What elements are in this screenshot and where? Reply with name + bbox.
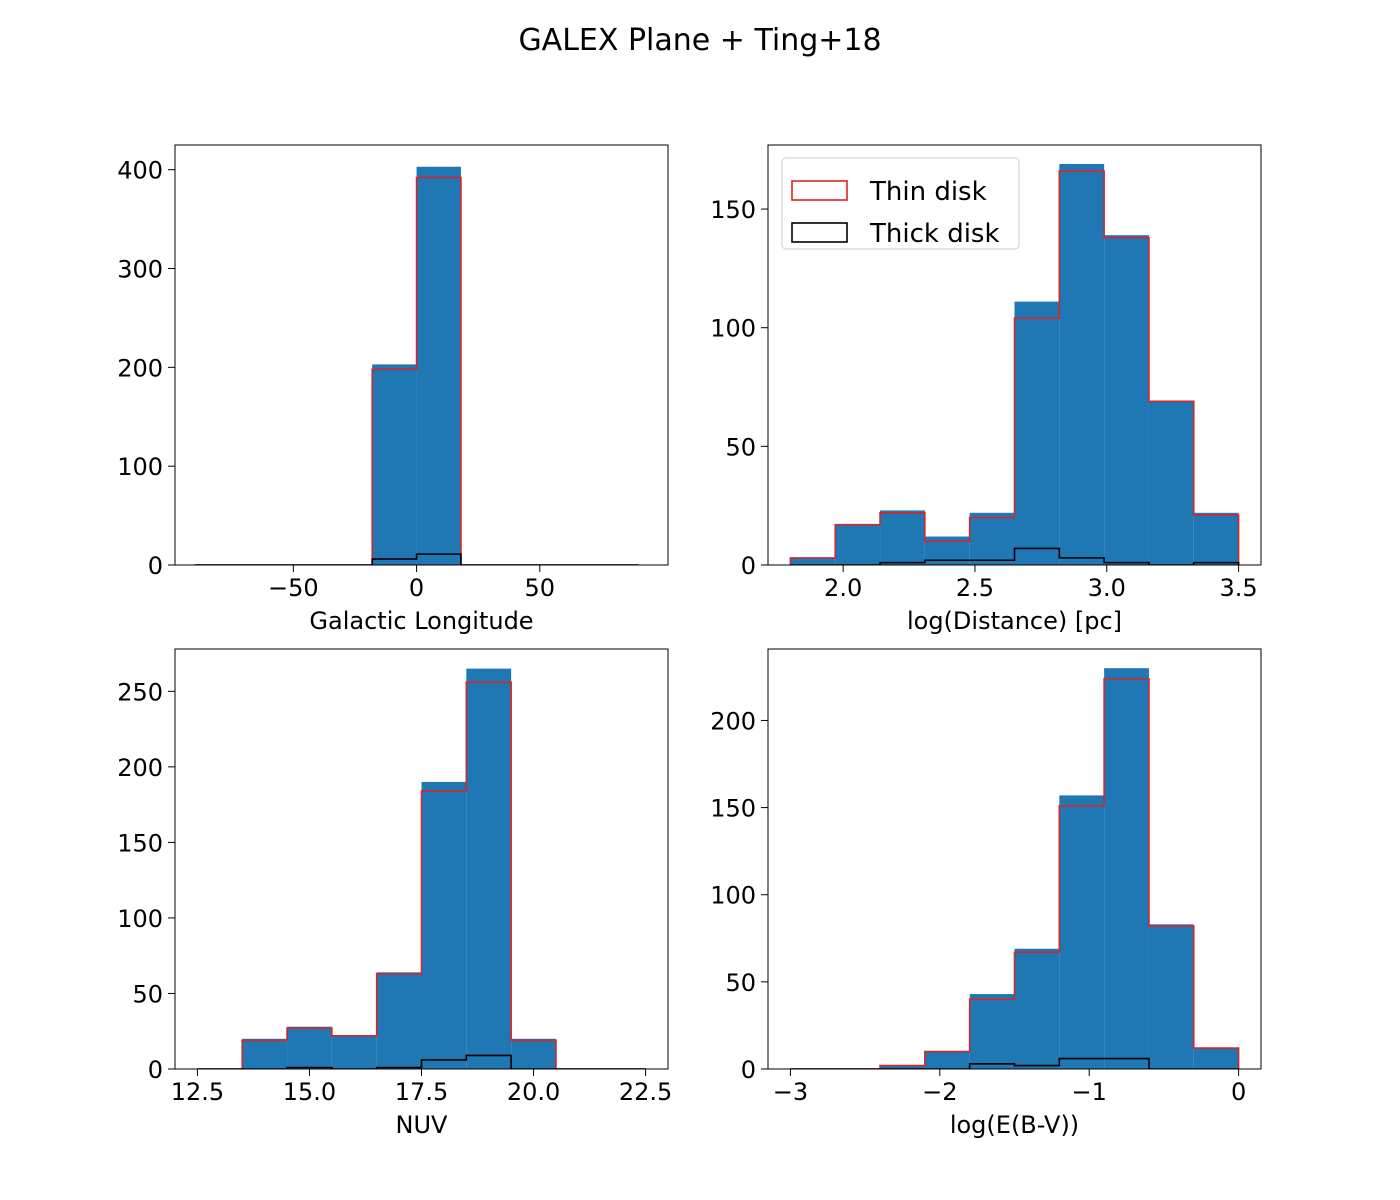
axes-frame [767, 144, 1262, 566]
histogram-bar [421, 781, 467, 1069]
histogram-panel-2: 2.0 2.5 3.0 3.5 0 50 100 150 log(Distance) [pc] T… [710, 144, 1262, 635]
x-tick-label: −50 [268, 574, 319, 602]
histogram-bar [242, 1038, 288, 1069]
x-tick-label: 50 [525, 574, 556, 602]
histogram-bar [1148, 401, 1194, 565]
histogram-bar [1104, 668, 1149, 1069]
histogram-bar [1193, 512, 1239, 565]
thick-disk-step-line [790, 547, 1240, 565]
y-tick-label: 150 [117, 829, 163, 857]
x-tick-label: 15.0 [283, 1078, 336, 1106]
histogram-bar [331, 1035, 377, 1069]
histogram-bar [835, 524, 881, 565]
histogram-panel-4: −3 −2 −1 0 0 50 100 150 200 log(E(B-V)) [710, 648, 1262, 1139]
y-tick-label: 0 [741, 552, 756, 580]
thick-disk-step-line [194, 553, 639, 565]
thin-disk-step-line [789, 170, 1240, 565]
x-tick-label: 0 [1231, 1078, 1246, 1106]
y-tick-label: 100 [117, 905, 163, 933]
y-tick-label: 50 [725, 433, 756, 461]
legend-swatch [791, 222, 848, 243]
x-axis-label: log(Distance) [pc] [907, 607, 1122, 635]
x-tick-label: 20.0 [507, 1078, 560, 1106]
legend-swatch [791, 180, 848, 201]
histogram-bar [1014, 948, 1060, 1069]
x-tick-label: −3 [773, 1078, 808, 1106]
x-tick-label: 2.5 [956, 574, 994, 602]
y-tick-label: 0 [741, 1056, 756, 1084]
histogram-bar [376, 972, 422, 1069]
y-tick-label: 0 [148, 552, 163, 580]
histogram-bar [1059, 163, 1105, 565]
histogram-bar [466, 668, 512, 1069]
y-tick-label: 100 [117, 453, 163, 481]
thick-disk-step-line [197, 1054, 646, 1069]
x-tick-label: 12.5 [171, 1078, 224, 1106]
histogram-panel-1: −50 0 50 0 100 200 300 400 Galactic Longitude [117, 144, 669, 635]
histogram-bar [880, 1065, 925, 1069]
axes-frame [174, 144, 669, 566]
y-tick-label: 50 [725, 969, 756, 997]
thin-disk-step-line [197, 681, 646, 1069]
y-tick-label: 50 [132, 980, 163, 1008]
y-tick-label: 100 [710, 882, 756, 910]
histogram-bar [287, 1026, 332, 1069]
plot-area [194, 166, 639, 565]
x-tick-label: 22.5 [619, 1078, 672, 1106]
histogram-bar [372, 364, 417, 565]
y-tick-label: 200 [117, 754, 163, 782]
plot-area [790, 668, 1240, 1069]
histogram-bar [416, 166, 461, 565]
y-tick-label: 400 [117, 157, 163, 185]
y-tick-label: 300 [117, 256, 163, 284]
y-tick-label: 0 [148, 1056, 163, 1084]
thick-disk-step-line [790, 1057, 1239, 1069]
thin-disk-step-line [194, 176, 639, 565]
axes-frame [767, 648, 1262, 1070]
x-tick-label: 17.5 [395, 1078, 448, 1106]
histogram-bar [969, 512, 1015, 565]
legend-label: Thin disk [869, 177, 987, 207]
histogram-bar [969, 994, 1015, 1069]
legend: Thin disk Thick disk [781, 157, 1020, 250]
y-tick-label: 200 [117, 354, 163, 382]
legend-label: Thick disk [869, 219, 1000, 249]
histogram-bar [1104, 235, 1149, 565]
plot-area [789, 163, 1240, 565]
panels: −50 0 50 0 100 200 300 400 Galactic Longitude 2.0… [117, 144, 1262, 1139]
x-tick-label: 3.0 [1088, 574, 1126, 602]
x-tick-label: 3.5 [1220, 574, 1258, 602]
histogram-panel-3: 12.5 15.0 17.5 20.0 22.5 0 50 100 150 200 250 NUV [117, 648, 672, 1139]
y-tick-label: 150 [710, 795, 756, 823]
y-tick-label: 150 [710, 196, 756, 224]
y-tick-label: 250 [117, 678, 163, 706]
figure-title: GALEX Plane + Ting+18 [518, 23, 881, 58]
histogram-bar [1059, 795, 1105, 1069]
x-tick-label: −2 [922, 1078, 957, 1106]
histogram-bar [924, 1051, 970, 1069]
histogram-bar [1148, 924, 1194, 1069]
x-axis-label: NUV [396, 1111, 449, 1139]
x-tick-label: 2.0 [824, 574, 862, 602]
plot-area [197, 668, 646, 1069]
histogram-bar [790, 557, 836, 565]
histogram-bar [880, 510, 925, 565]
histogram-bar [1014, 301, 1060, 565]
x-axis-label: Galactic Longitude [309, 607, 533, 635]
y-tick-label: 200 [710, 707, 756, 735]
histogram-bar [511, 1038, 556, 1069]
x-axis-label: log(E(B-V)) [950, 1111, 1079, 1139]
histogram-bar [1193, 1048, 1239, 1069]
x-tick-label: 0 [409, 574, 424, 602]
thin-disk-step-line [790, 677, 1240, 1069]
y-tick-label: 100 [710, 315, 756, 343]
x-tick-label: −1 [1072, 1078, 1107, 1106]
